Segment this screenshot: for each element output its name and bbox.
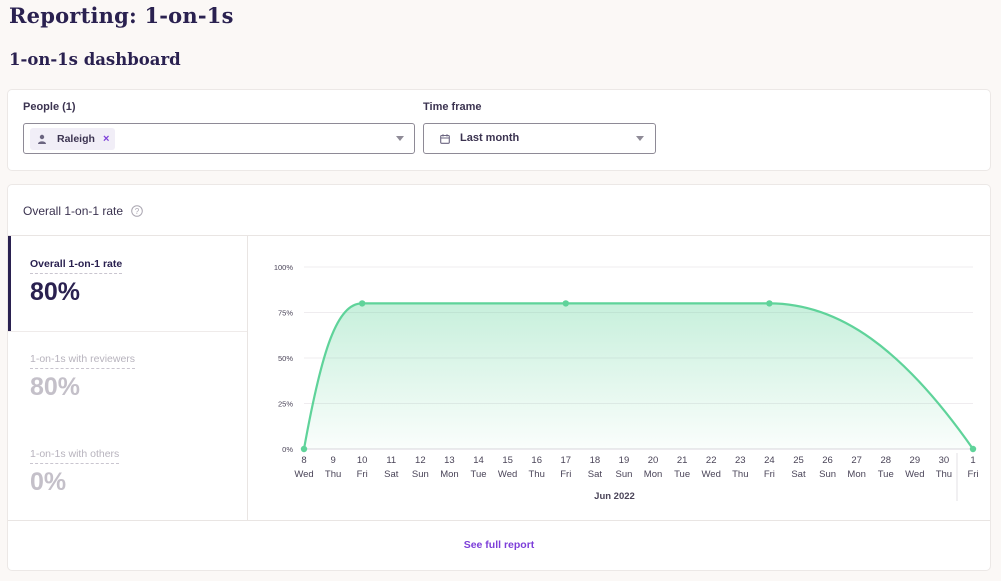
x-tick-weekday: Fri (560, 469, 571, 480)
x-tick-day: 21 (677, 455, 688, 466)
x-tick-weekday: Thu (325, 469, 341, 480)
x-tick-weekday: Fri (764, 469, 775, 480)
metric-overall-rate[interactable]: Overall 1-on-1 rate 80% (8, 236, 247, 331)
see-full-report-label[interactable]: See full report (463, 539, 535, 551)
x-tick-weekday: Tue (674, 469, 690, 480)
svg-text:?: ? (135, 207, 140, 216)
rate-chart: 0% 25% 50% 75% 100% 8 Wed 9 Thu 10 Fri 11 Sat 12 Sun 1… (274, 263, 979, 502)
x-tick-weekday: Wed (498, 469, 517, 480)
x-tick-day: 26 (822, 455, 833, 466)
x-tick-day: 27 (851, 455, 862, 466)
calendar-icon (440, 134, 450, 144)
x-tick-weekday: Fri (967, 469, 978, 480)
metric-label: 1-on-1s with reviewers (30, 353, 136, 369)
x-tick-day: 16 (531, 455, 542, 466)
see-full-report-link[interactable]: See full report (8, 539, 990, 551)
x-tick-day: 15 (502, 455, 513, 466)
x-tick-weekday: Fri (357, 469, 368, 480)
x-tick-day: 23 (735, 455, 746, 466)
person-chip-label: Raleigh (57, 133, 95, 145)
x-axis-label: Jun 2022 (594, 491, 635, 502)
y-tick-label: 100% (274, 263, 294, 272)
x-tick-day: 14 (473, 455, 484, 466)
x-tick-day: 25 (793, 455, 804, 466)
y-tick-label: 75% (278, 309, 293, 318)
dashboard-title: 1-on-1s dashboard (9, 50, 181, 69)
x-tick-weekday: Tue (878, 469, 894, 480)
divider (8, 235, 990, 236)
x-tick-weekday: Sun (412, 469, 429, 480)
x-tick-weekday: Wed (905, 469, 924, 480)
data-point[interactable] (562, 300, 569, 307)
x-tick-weekday: Thu (732, 469, 748, 480)
y-tick-label: 0% (282, 445, 293, 454)
card-title: Overall 1-on-1 rate (23, 204, 124, 218)
chevron-down-icon[interactable] (636, 136, 644, 141)
card-header: Overall 1-on-1 rate ? (23, 204, 143, 218)
page-title: Reporting: 1-on-1s (9, 3, 234, 28)
divider (8, 331, 247, 332)
y-tick-label: 25% (278, 400, 293, 409)
x-tick-day: 29 (910, 455, 921, 466)
x-tick-weekday: Mon (440, 469, 458, 480)
people-label: People (1) (23, 101, 76, 113)
remove-person-button[interactable]: × (102, 133, 110, 145)
people-select[interactable]: Raleigh × (23, 123, 415, 154)
x-tick-day: 12 (415, 455, 426, 466)
chart-area (304, 303, 973, 449)
x-tick-day: 22 (706, 455, 717, 466)
y-tick-label: 50% (278, 354, 293, 363)
metric-value: 80% (30, 373, 81, 401)
x-tick-weekday: Thu (936, 469, 952, 480)
metric-value: 80% (30, 278, 81, 306)
person-chip: Raleigh × (30, 128, 116, 150)
filters-card: People (1) Raleigh × Time frame Last mon… (8, 90, 990, 170)
x-tick-weekday: Sat (791, 469, 806, 480)
x-tick-day: 17 (560, 455, 571, 466)
data-point[interactable] (300, 445, 308, 453)
one-on-one-rate-card: Overall 1-on-1 rate ? Overall 1-on-1 rat… (8, 185, 990, 570)
x-tick-day: 28 (880, 455, 891, 466)
x-tick-day: 30 (939, 455, 950, 466)
metric-value: 0% (30, 468, 67, 496)
x-tick-day: 24 (764, 455, 775, 466)
divider (247, 236, 248, 520)
x-tick-weekday: Wed (702, 469, 721, 480)
timeframe-select[interactable]: Last month (423, 123, 656, 154)
x-tick-day: 8 (301, 455, 306, 466)
chevron-down-icon[interactable] (396, 136, 404, 141)
x-tick-weekday: Sat (588, 469, 603, 480)
x-tick-weekday: Tue (471, 469, 487, 480)
x-tick-day: 9 (330, 455, 335, 466)
x-tick-day: 11 (386, 455, 396, 466)
x-tick-day: 20 (648, 455, 659, 466)
help-circle-icon[interactable]: ? (131, 205, 143, 217)
timeframe-value: Last month (460, 132, 520, 144)
data-point[interactable] (766, 300, 773, 307)
x-tick-weekday: Mon (644, 469, 662, 480)
timeframe-label: Time frame (423, 101, 482, 113)
x-tick-day: 10 (357, 455, 368, 466)
person-icon (38, 134, 46, 144)
x-tick-weekday: Thu (529, 469, 545, 480)
x-tick-day: 13 (444, 455, 455, 466)
x-tick-day: 1 (970, 455, 975, 466)
x-tick-day: 18 (590, 455, 601, 466)
data-point[interactable] (358, 300, 366, 307)
metric-label: Overall 1-on-1 rate (30, 258, 123, 274)
x-tick-weekday: Wed (294, 469, 313, 480)
x-tick-weekday: Sun (819, 469, 836, 480)
data-point[interactable] (969, 445, 977, 453)
metric-label: 1-on-1s with others (30, 448, 120, 464)
metric-reviewers-rate[interactable]: 1-on-1s with reviewers 80% (8, 331, 247, 426)
metric-others-rate[interactable]: 1-on-1s with others 0% (8, 426, 247, 521)
x-tick-day: 19 (619, 455, 630, 466)
x-tick-weekday: Mon (847, 469, 865, 480)
divider (8, 520, 990, 521)
x-tick-weekday: Sun (616, 469, 633, 480)
x-tick-weekday: Sat (384, 469, 399, 480)
